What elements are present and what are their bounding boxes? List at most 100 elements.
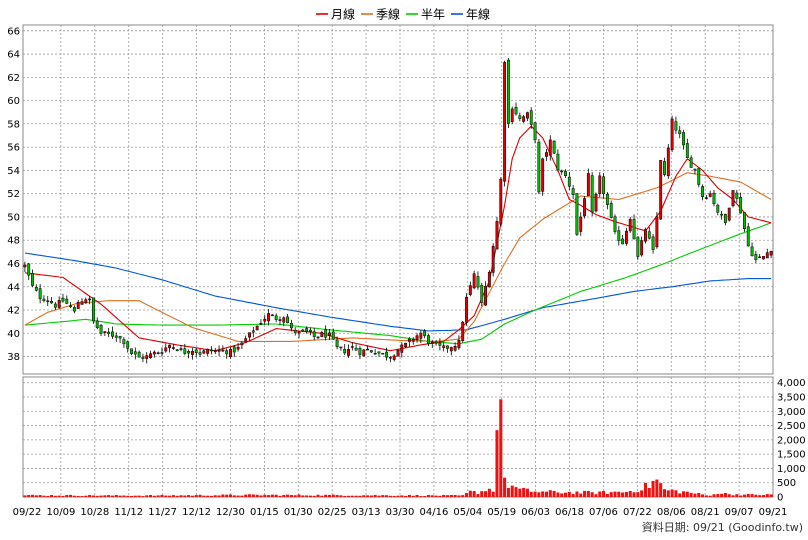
candle-body: [164, 347, 168, 352]
candle-body: [259, 323, 263, 325]
volume-bar: [99, 495, 103, 497]
volume-bar: [613, 491, 617, 497]
candle-body: [518, 115, 522, 119]
volume-bar: [232, 495, 236, 497]
candle: [674, 116, 678, 134]
candle: [126, 340, 130, 353]
x-tick-label: 08/06: [657, 507, 686, 518]
candle-body: [305, 328, 309, 332]
candle-body: [343, 348, 347, 354]
candle-body: [575, 193, 579, 235]
candle: [685, 138, 689, 158]
candle: [518, 112, 522, 122]
candle-body: [34, 287, 38, 291]
candle: [255, 325, 259, 331]
candle: [320, 330, 324, 338]
candle: [404, 342, 408, 348]
candle: [545, 148, 548, 161]
volume-bar: [480, 491, 484, 497]
candle: [213, 348, 217, 355]
candle: [175, 349, 179, 352]
candle-body: [72, 307, 76, 312]
volume-bar: [529, 491, 533, 497]
volume-bar: [53, 495, 57, 497]
volume-bar: [133, 495, 137, 497]
candle-body: [746, 226, 750, 247]
candle: [210, 346, 213, 355]
candle-body: [27, 263, 31, 276]
volume-bar: [468, 490, 472, 497]
x-tick-label: 01/30: [284, 507, 313, 518]
volume-bar: [42, 495, 46, 497]
candle-body: [548, 139, 552, 156]
volume-bar: [213, 495, 217, 497]
candle-body: [126, 341, 130, 349]
candle: [575, 193, 579, 237]
candle: [590, 172, 594, 217]
candle: [122, 337, 126, 349]
candle-body: [400, 344, 404, 353]
candle: [248, 332, 251, 341]
candle-body: [114, 335, 118, 338]
candle-body: [411, 338, 415, 342]
candle: [640, 236, 644, 257]
volume-bar: [358, 495, 362, 497]
volume-bar: [723, 492, 727, 497]
volume-bar: [404, 495, 408, 497]
candle: [156, 351, 160, 355]
candle-body: [61, 297, 65, 302]
volume-bar: [228, 494, 233, 497]
volume-bar: [731, 495, 735, 497]
candle-body: [552, 140, 556, 154]
candle: [510, 106, 514, 125]
volume-bar: [293, 495, 297, 497]
candle-body: [769, 250, 773, 256]
candle-body: [468, 285, 472, 295]
volume-bar: [670, 489, 674, 497]
legend-item: 半年: [406, 8, 445, 22]
volume-bar: [126, 495, 130, 497]
candle-body: [354, 347, 358, 351]
candle: [46, 296, 50, 306]
volume-bar: [209, 495, 213, 497]
candle: [392, 354, 396, 362]
candle-body: [388, 356, 392, 359]
candle: [415, 333, 419, 343]
volume-bar: [506, 487, 510, 497]
candle-body: [57, 300, 61, 308]
volume-bar: [708, 495, 712, 497]
candle: [202, 349, 206, 354]
volume-bar: [495, 430, 499, 497]
candle-body: [88, 298, 92, 301]
candle: [750, 242, 754, 257]
candle-body: [602, 176, 606, 194]
volume-bar: [30, 494, 35, 497]
candle-body: [210, 349, 213, 352]
candle: [366, 345, 369, 351]
candle-body: [187, 351, 191, 354]
candle: [491, 243, 495, 277]
candle: [560, 169, 564, 175]
candle-body: [324, 329, 328, 338]
candle-body: [419, 332, 423, 339]
volume-bar: [171, 495, 175, 497]
volume-bar: [541, 491, 545, 497]
x-tick-label: 09/22: [13, 507, 42, 518]
candle-body: [571, 188, 575, 195]
volume-bar: [491, 491, 495, 497]
candle-body: [149, 353, 152, 358]
candle-body: [526, 112, 529, 119]
candle: [225, 348, 229, 359]
volume-bar: [465, 493, 469, 497]
candle: [130, 348, 133, 356]
candle-body: [289, 322, 293, 329]
volume-bar: [438, 495, 442, 497]
candle: [438, 338, 442, 351]
volume-bar: [308, 495, 312, 497]
candle: [487, 270, 491, 288]
x-tick-label: 12/12: [182, 507, 211, 518]
candle-body: [651, 236, 655, 250]
candle-body: [423, 330, 427, 337]
candle-body: [762, 256, 765, 260]
candle-body: [270, 314, 274, 317]
